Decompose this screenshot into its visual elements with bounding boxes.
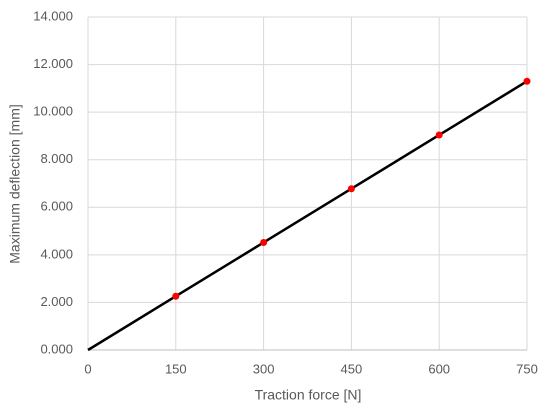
x-tick-label: 600 <box>428 361 450 376</box>
x-tick-label: 0 <box>84 361 91 376</box>
y-tick-label: 12.000 <box>33 56 73 71</box>
y-axis-title: Maximum deflection [mm] <box>7 104 23 263</box>
x-tick-label: 150 <box>165 361 187 376</box>
y-tick-label: 8.000 <box>40 151 73 166</box>
y-tick-label: 6.000 <box>40 199 73 214</box>
x-axis-title: Traction force [N] <box>255 387 362 403</box>
data-point <box>260 238 268 246</box>
data-point <box>172 292 180 300</box>
x-tick-label: 450 <box>341 361 363 376</box>
data-point <box>347 185 355 193</box>
data-point <box>523 77 531 85</box>
y-tick-label: 4.000 <box>40 246 73 261</box>
y-tick-label: 2.000 <box>40 294 73 309</box>
data-line <box>87 80 528 352</box>
y-tick-label: 10.000 <box>33 104 73 119</box>
y-tick-label: 0.000 <box>40 341 73 356</box>
y-tick-label: 14.000 <box>33 8 73 23</box>
x-tick-label: 750 <box>516 361 538 376</box>
x-tick-label: 300 <box>253 361 275 376</box>
data-point <box>435 131 443 139</box>
